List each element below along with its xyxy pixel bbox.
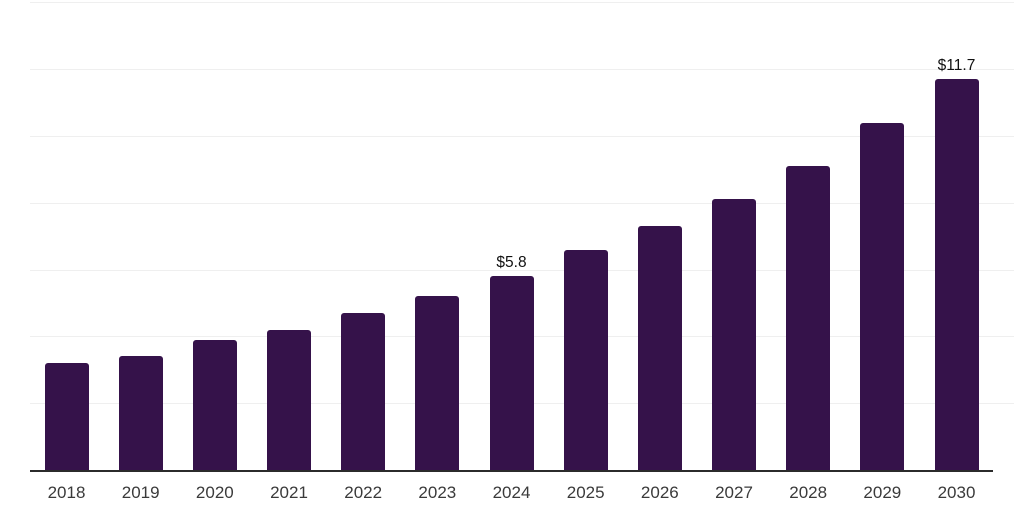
x-tick-2023: 2023 (418, 483, 457, 502)
x-tick-2020: 2020 (195, 483, 234, 502)
gridline-10 (30, 136, 1014, 137)
x-tick-2024: 2024 (492, 483, 531, 502)
bar-2030 (934, 79, 979, 470)
x-tick-2022: 2022 (344, 483, 383, 502)
x-tick-2030: 2030 (937, 483, 976, 502)
bar-2020 (192, 339, 237, 470)
x-tick-2018: 2018 (47, 483, 86, 502)
x-tick-2025: 2025 (566, 483, 605, 502)
bar-2022 (341, 313, 386, 470)
bar-2023 (415, 296, 460, 470)
bar-2024 (489, 276, 534, 470)
gridline-6 (30, 269, 1014, 271)
bar-2025 (563, 249, 608, 470)
value-label-2030: $11.7 (937, 57, 976, 75)
x-tick-2028: 2028 (789, 483, 828, 502)
bar-2029 (860, 122, 905, 470)
gridline-14 (30, 2, 1014, 4)
value-label-2024: $5.8 (496, 254, 527, 272)
x-tick-2026: 2026 (640, 483, 679, 502)
bar-2026 (637, 226, 682, 470)
x-tick-2029: 2029 (863, 483, 902, 502)
x-axis-line (30, 470, 993, 472)
bar-2021 (267, 329, 311, 470)
gridline-12 (30, 69, 1014, 71)
x-tick-2021: 2021 (270, 483, 308, 502)
bar-2027 (712, 199, 756, 470)
bar-2019 (118, 356, 163, 470)
gridline-8 (30, 202, 1014, 204)
x-tick-2027: 2027 (715, 483, 753, 502)
bar-2018 (44, 363, 89, 470)
bar-2028 (786, 166, 831, 470)
x-tick-2019: 2019 (121, 483, 160, 502)
